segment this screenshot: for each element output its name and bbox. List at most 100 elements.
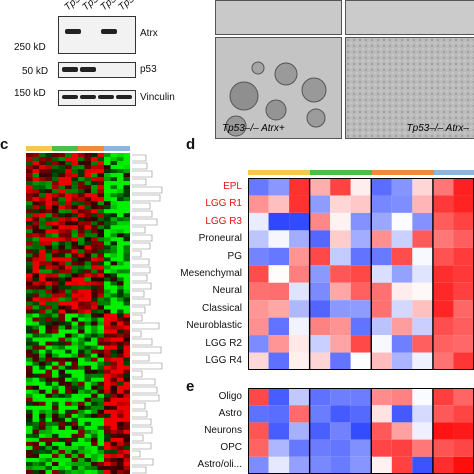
heatmap-cell	[78, 357, 85, 362]
heatmap-cell	[78, 241, 85, 246]
heatmap-cell	[32, 257, 40, 262]
dendrogram-branch	[132, 306, 146, 314]
heatmap-cell	[97, 321, 105, 326]
heatmap-cell	[110, 445, 118, 451]
heatmap-cell	[58, 181, 66, 186]
heatmap-cell	[123, 417, 130, 423]
micrograph-top-right	[345, 0, 474, 35]
heatmap-cell	[45, 293, 53, 298]
heatmap-cell	[268, 212, 290, 231]
heatmap-cell	[97, 237, 105, 242]
heatmap-cell	[97, 313, 105, 318]
heatmap-cell	[71, 293, 79, 298]
heatmap-cell	[248, 282, 269, 301]
heatmap-cell	[52, 417, 59, 423]
heatmap-cell	[330, 439, 351, 457]
heatmap-cell	[350, 317, 372, 336]
heatmap-cell	[52, 169, 59, 174]
heatmap-cell	[104, 265, 111, 270]
heatmap-cell	[91, 305, 98, 310]
heatmap-cell	[97, 209, 105, 214]
heatmap-cell	[39, 349, 46, 354]
heatmap-cell	[26, 405, 33, 411]
p53-band	[62, 67, 78, 72]
heatmap-cell	[117, 201, 124, 206]
panel-c-group-bar	[26, 146, 130, 151]
heatmap-cell	[84, 213, 92, 218]
heatmap-cell	[39, 269, 46, 274]
heatmap-cell	[71, 181, 79, 186]
heatmap-cell	[58, 365, 66, 370]
heatmap-cell	[391, 230, 413, 248]
heatmap-cell	[84, 185, 92, 190]
heatmap-cell	[71, 177, 79, 182]
heatmap-cell	[65, 221, 72, 226]
row-label: Oligo	[218, 390, 242, 402]
heatmap-cell	[71, 289, 79, 294]
lane-label-3: Tp5	[98, 0, 119, 14]
heatmap-cell	[123, 249, 130, 254]
heatmap-cell	[350, 456, 372, 474]
heatmap-cell	[104, 157, 111, 162]
heatmap-cell	[117, 229, 124, 234]
heatmap-cell	[58, 189, 66, 194]
heatmap-cell	[78, 205, 85, 210]
heatmap-cell	[84, 453, 92, 459]
heatmap-cell	[248, 178, 269, 196]
heatmap-cell	[110, 297, 118, 302]
heatmap-cell	[32, 405, 40, 411]
heatmap-cell	[84, 233, 92, 238]
heatmap-cell	[78, 153, 85, 158]
heatmap-cell	[84, 445, 92, 451]
heatmap-cell	[110, 229, 118, 234]
heatmap-cell	[52, 265, 59, 270]
heatmap-cell	[52, 433, 59, 439]
heatmap-cell	[84, 457, 92, 463]
row-label: Proneural	[198, 233, 242, 245]
heatmap-cell	[84, 161, 92, 166]
heatmap-cell	[39, 261, 46, 266]
heatmap-cell	[26, 161, 33, 166]
heatmap-cell	[432, 439, 454, 457]
heatmap-cell	[84, 273, 92, 278]
heatmap-cell	[32, 337, 40, 342]
heatmap-cell	[65, 169, 72, 174]
heatmap-cell	[65, 349, 72, 354]
heatmap-cell	[123, 201, 130, 206]
heatmap-cell	[65, 173, 72, 178]
heatmap-cell	[26, 373, 33, 378]
heatmap-cell	[123, 321, 130, 326]
heatmap-cell	[78, 237, 85, 242]
heatmap-cell	[45, 265, 53, 270]
heatmap-cell	[84, 441, 92, 447]
heatmap-cell	[26, 285, 33, 290]
heatmap-cell	[123, 465, 130, 471]
heatmap-cell	[117, 153, 124, 158]
heatmap-cell	[97, 197, 105, 202]
heatmap-cell	[32, 317, 40, 322]
heatmap-cell	[123, 301, 130, 306]
heatmap-cell	[65, 249, 72, 254]
heatmap-cell	[52, 301, 59, 306]
heatmap-cell	[65, 197, 72, 202]
heatmap-cell	[39, 249, 46, 254]
heatmap-cell	[39, 409, 46, 415]
heatmap-cell	[350, 195, 372, 213]
heatmap-cell	[58, 245, 66, 250]
heatmap-cell	[117, 417, 124, 423]
heatmap-cell	[78, 305, 85, 310]
heatmap-cell	[45, 309, 53, 314]
heatmap-cell	[117, 173, 124, 178]
heatmap-cell	[110, 273, 118, 278]
heatmap-cell	[32, 321, 40, 326]
heatmap-cell	[330, 352, 351, 370]
heatmap-cell	[45, 417, 53, 423]
dendrogram-branch	[132, 434, 144, 442]
heatmap-cell	[91, 177, 98, 182]
heatmap-cell	[58, 377, 66, 383]
heatmap-cell	[58, 253, 66, 258]
heatmap-cell	[97, 449, 105, 455]
heatmap-cell	[58, 313, 66, 318]
heatmap-cell	[248, 300, 269, 318]
heatmap-cell	[52, 449, 59, 455]
